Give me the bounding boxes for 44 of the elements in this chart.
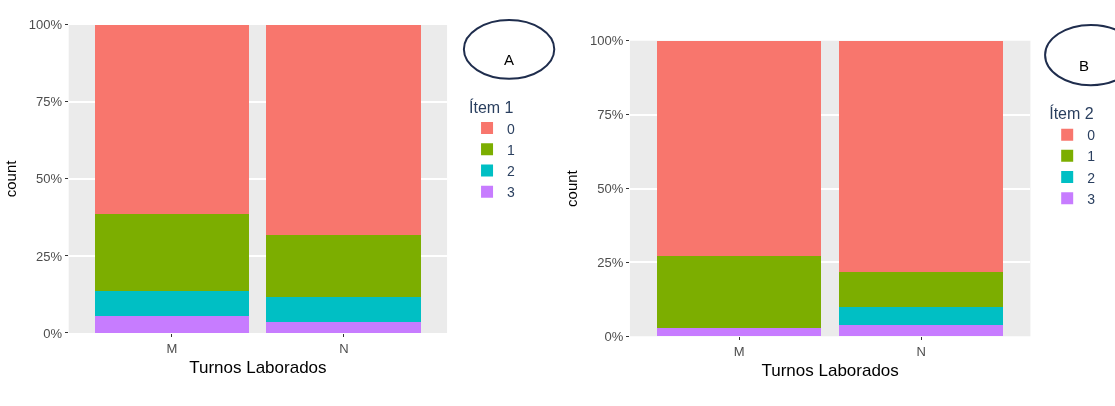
x-tick-label: N [339, 340, 349, 356]
y-tick-label: 75% [36, 94, 63, 110]
x-tick-label: M [166, 340, 178, 356]
bar [839, 306, 1004, 326]
bar [266, 296, 422, 323]
legend-label: 3 [1087, 190, 1096, 207]
legend-label: 0 [1087, 127, 1096, 144]
x-tick-label: N [916, 343, 926, 359]
bar [657, 328, 822, 337]
legend-label: 2 [507, 162, 516, 179]
x-axis-title: Turnos Laborados [761, 361, 899, 381]
bar [94, 214, 250, 292]
y-tick-label: 25% [36, 248, 63, 264]
y-tick-label: 75% [597, 107, 624, 123]
bar [266, 322, 422, 333]
y-tick-label: 100% [590, 33, 624, 49]
y-tick-label: 0% [604, 328, 624, 344]
legend-title: Ítem 2 [1049, 104, 1094, 123]
bar [94, 24, 250, 215]
legend-label: 3 [507, 184, 516, 201]
y-axis-title: count [2, 159, 20, 198]
legend-label: 0 [507, 120, 516, 137]
bar [657, 40, 822, 256]
text: B [1079, 57, 1090, 74]
legend-label: 1 [1087, 148, 1096, 165]
y-tick-label: 25% [597, 254, 624, 270]
bar [94, 316, 250, 333]
bar [839, 325, 1004, 337]
y-tick-label: 100% [28, 17, 63, 33]
y-tick-label: 50% [36, 171, 63, 187]
bar [266, 234, 422, 297]
bar [266, 24, 422, 235]
text: A [504, 51, 515, 68]
y-axis-title: count [563, 169, 581, 207]
bar [94, 291, 250, 317]
y-tick-label: 0% [43, 325, 63, 341]
bar [657, 255, 822, 329]
legend-label: 1 [507, 141, 516, 158]
bar [839, 271, 1004, 307]
x-axis-title: Turnos Laborados [189, 357, 327, 377]
x-tick-label: M [733, 343, 745, 359]
legend-label: 2 [1087, 169, 1096, 186]
y-tick-label: 50% [597, 181, 624, 197]
legend-title: Ítem 1 [469, 97, 514, 116]
